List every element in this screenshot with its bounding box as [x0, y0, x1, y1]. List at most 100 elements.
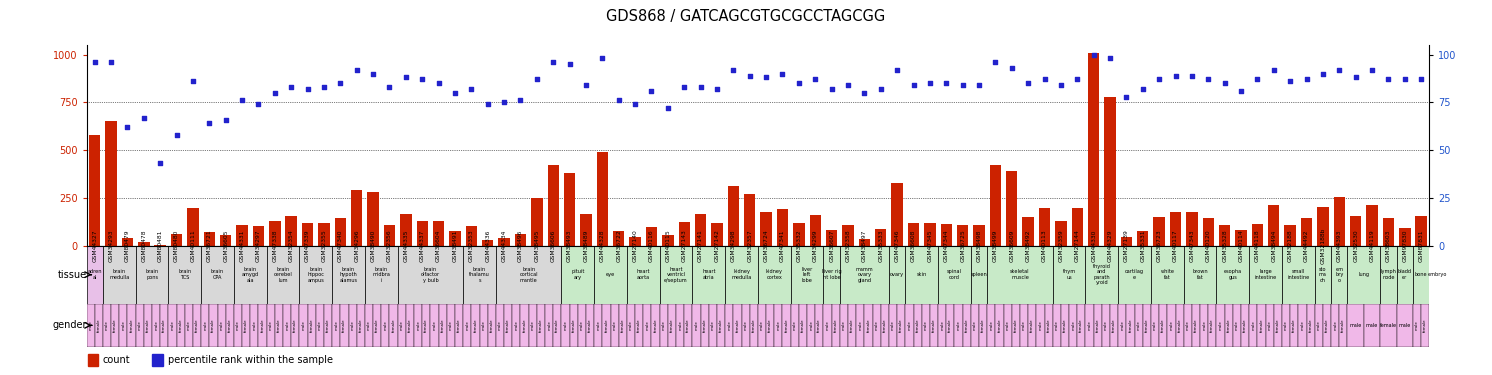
Bar	[1291, 304, 1298, 347]
Text: female: female	[883, 319, 886, 332]
Bar	[1126, 304, 1134, 347]
Bar	[1216, 246, 1249, 304]
Text: GSM80478: GSM80478	[142, 230, 146, 262]
Text: male: male	[285, 320, 289, 330]
Bar	[1192, 304, 1200, 347]
Text: male: male	[498, 320, 501, 330]
Text: GSM40113: GSM40113	[1041, 229, 1047, 262]
Text: brain
CPA: brain CPA	[210, 270, 224, 280]
Bar	[406, 304, 415, 347]
Text: male: male	[1398, 323, 1411, 328]
Bar	[160, 304, 169, 347]
Text: male: male	[776, 320, 780, 330]
Bar	[1416, 216, 1426, 246]
Text: GSM38498: GSM38498	[976, 230, 982, 262]
Bar	[889, 246, 906, 304]
Bar	[119, 304, 127, 347]
Bar	[1323, 304, 1331, 347]
Bar	[307, 304, 316, 347]
Point	[934, 80, 958, 86]
Bar	[357, 304, 366, 347]
Point	[246, 101, 270, 107]
Point	[279, 84, 303, 90]
Text: female: female	[440, 319, 445, 332]
Text: GSM44331: GSM44331	[240, 230, 245, 262]
Text: female: female	[1423, 319, 1428, 332]
Bar	[1110, 304, 1118, 347]
Bar	[1397, 246, 1413, 304]
Text: GSM27143: GSM27143	[682, 229, 686, 262]
Bar	[136, 304, 143, 347]
Bar	[777, 209, 788, 246]
Point	[901, 82, 925, 88]
Bar	[172, 234, 182, 246]
Point	[1016, 80, 1040, 86]
Text: GSM44119: GSM44119	[1370, 229, 1374, 262]
Text: GSM32355: GSM32355	[321, 229, 327, 262]
Point	[706, 86, 730, 92]
Text: female: female	[834, 319, 837, 332]
Point	[624, 101, 648, 107]
Bar	[389, 304, 398, 347]
Bar	[692, 246, 725, 304]
Bar	[400, 214, 412, 246]
Bar	[636, 304, 643, 347]
Bar	[545, 304, 554, 347]
Text: male: male	[1038, 320, 1043, 330]
Point	[1295, 76, 1319, 82]
Text: female: female	[949, 319, 952, 332]
Text: GSM36725: GSM36725	[961, 229, 965, 262]
Text: male: male	[400, 320, 404, 330]
Point	[1115, 94, 1138, 100]
Text: esopha
gus: esopha gus	[1223, 270, 1241, 280]
Bar	[251, 304, 258, 347]
Text: female: female	[489, 319, 494, 332]
Bar	[1118, 246, 1150, 304]
Text: spinal
cord: spinal cord	[947, 270, 962, 280]
Text: GSM38491: GSM38491	[452, 230, 458, 262]
Bar	[1137, 231, 1149, 246]
Text: GSM38489: GSM38489	[583, 230, 588, 262]
Bar	[889, 304, 897, 347]
Bar	[758, 246, 791, 304]
Bar	[971, 304, 979, 347]
Bar	[807, 304, 815, 347]
Point	[1147, 76, 1171, 82]
Bar	[956, 225, 968, 246]
Bar	[580, 214, 592, 246]
Text: female: female	[391, 319, 395, 332]
Bar	[1086, 246, 1118, 304]
Bar	[659, 246, 692, 304]
Text: GSM36604: GSM36604	[436, 230, 442, 262]
Bar	[847, 304, 856, 347]
Bar	[627, 246, 659, 304]
Bar	[234, 246, 267, 304]
Bar	[1183, 304, 1192, 347]
Bar	[201, 246, 234, 304]
Text: brain
cerebel
lum: brain cerebel lum	[273, 267, 292, 283]
Bar	[258, 304, 267, 347]
Text: male: male	[1350, 323, 1362, 328]
Text: female: female	[719, 319, 724, 332]
Bar	[906, 246, 938, 304]
Text: GSM44336: GSM44336	[485, 230, 491, 262]
Text: GSM44335: GSM44335	[403, 230, 409, 262]
Text: GSM32356: GSM32356	[386, 229, 392, 262]
Text: female: female	[146, 319, 149, 332]
Text: male: male	[1055, 320, 1059, 330]
Bar	[1364, 304, 1380, 347]
Bar	[610, 304, 619, 347]
Text: female: female	[278, 319, 280, 332]
Text: GSM47339: GSM47339	[304, 230, 310, 262]
Bar	[1347, 246, 1380, 304]
Point	[607, 98, 631, 104]
Text: male: male	[449, 320, 454, 330]
Text: male: male	[646, 320, 649, 330]
Text: male: male	[597, 320, 600, 330]
Point	[1279, 78, 1303, 84]
Bar	[1331, 304, 1340, 347]
Bar	[1282, 246, 1314, 304]
Text: lymph
node: lymph node	[1380, 270, 1397, 280]
Bar	[1314, 304, 1323, 347]
Text: GSM40116: GSM40116	[649, 229, 653, 262]
